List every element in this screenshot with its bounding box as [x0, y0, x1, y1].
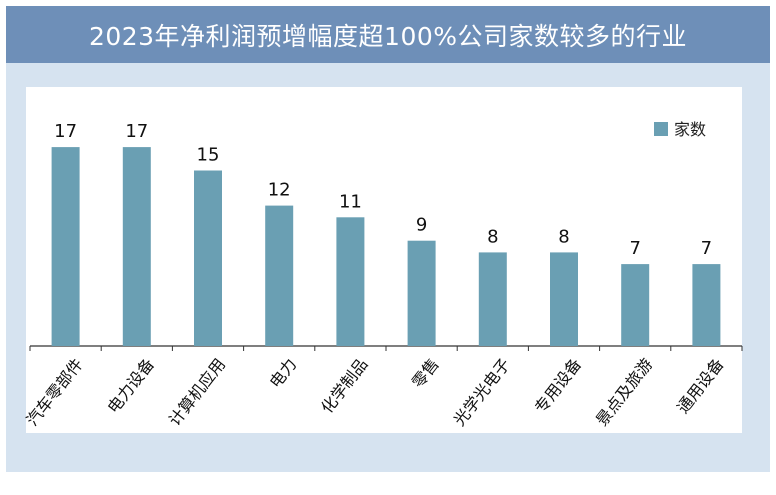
- category-labels: 汽车零部件 电力设备 计算机应用 电力 化学制品 零售 光学光电子 专用设备 景点及旅游 通用设备: [23, 355, 728, 430]
- bar-1: [122, 147, 151, 346]
- bar-7: [550, 252, 578, 346]
- value-label-8: 7: [629, 238, 640, 259]
- bar-9: [692, 264, 721, 346]
- value-label-5: 9: [416, 215, 427, 236]
- bar-3: [265, 205, 294, 346]
- bar-5: [407, 240, 436, 346]
- category-label-4: 化学制品: [317, 355, 371, 417]
- category-label-2: 计算机应用: [165, 355, 229, 430]
- value-label-3: 12: [268, 180, 291, 201]
- legend: 家数: [654, 120, 706, 139]
- category-label-3: 电力: [266, 355, 301, 392]
- value-label-7: 8: [558, 226, 569, 247]
- chart-title: 2023年净利润预增幅度超100%公司家数较多的行业: [6, 6, 770, 63]
- bar-0: [51, 147, 80, 346]
- bar-8: [621, 264, 650, 346]
- value-label-2: 15: [197, 145, 220, 166]
- category-label-1: 电力设备: [104, 355, 158, 417]
- category-label-5: 零售: [408, 355, 443, 392]
- bar-2: [194, 170, 222, 346]
- value-label-6: 8: [487, 226, 498, 247]
- value-label-9: 7: [701, 238, 712, 259]
- value-labels: 17 17 15 12 11 9 8 8 7 7: [54, 121, 712, 259]
- value-label-4: 11: [339, 191, 362, 212]
- value-label-1: 17: [125, 121, 148, 142]
- bars: [51, 147, 721, 346]
- category-label-9: 通用设备: [673, 355, 727, 417]
- legend-label: 家数: [674, 120, 706, 139]
- value-label-0: 17: [54, 121, 77, 142]
- category-label-6: 光学光电子: [450, 355, 514, 430]
- category-label-7: 专用设备: [531, 355, 585, 417]
- bar-4: [336, 217, 365, 346]
- category-label-8: 景点及旅游: [592, 355, 656, 430]
- category-label-0: 汽车零部件: [23, 355, 87, 430]
- x-ticks: [29, 346, 743, 351]
- bar-6: [478, 252, 507, 346]
- legend-swatch: [654, 122, 668, 136]
